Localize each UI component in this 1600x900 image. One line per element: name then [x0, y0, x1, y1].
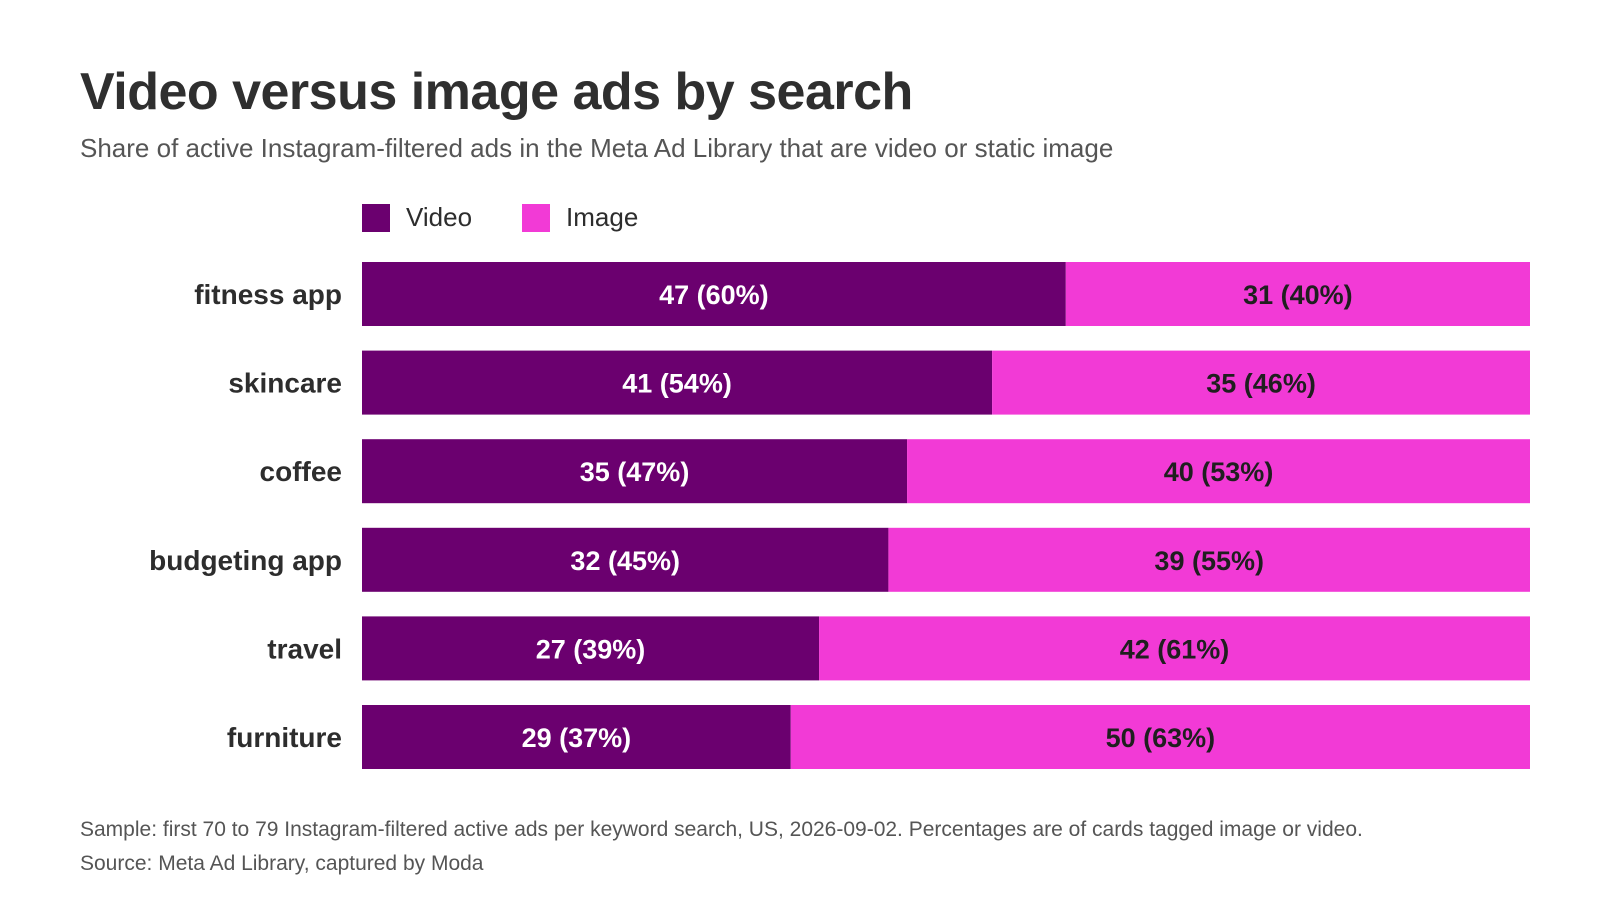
bar-video — [362, 527, 889, 592]
chart-legend: Video Image — [362, 202, 688, 233]
bar-image — [907, 439, 1530, 504]
footnote-sample: Sample: first 70 to 79 Instagram-filtere… — [80, 818, 1363, 841]
data-label-image: 40 (53%) — [1164, 457, 1274, 487]
chart-subtitle: Share of active Instagram-filtered ads i… — [80, 133, 1114, 163]
data-label-image: 39 (55%) — [1154, 546, 1264, 576]
data-label-video: 29 (37%) — [522, 723, 632, 753]
legend-item-video: Video — [362, 202, 472, 233]
bar-video — [362, 439, 908, 504]
category-label: fitness app — [194, 279, 342, 310]
data-label-video: 41 (54%) — [622, 369, 732, 399]
category-label: budgeting app — [149, 545, 342, 576]
bar-image — [992, 350, 1530, 415]
data-label-video: 35 (47%) — [580, 457, 690, 487]
category-label: skincare — [228, 368, 342, 399]
data-label-video: 47 (60%) — [659, 280, 769, 310]
chart-footnote: Sample: first 70 to 79 Instagram-filtere… — [80, 813, 1363, 881]
bar-image — [790, 705, 1530, 769]
legend-item-image: Image — [522, 202, 638, 233]
category-label: travel — [267, 633, 342, 664]
bar-video — [362, 705, 791, 769]
category-label: furniture — [227, 722, 342, 753]
legend-swatch-video — [362, 203, 390, 232]
bar-image — [819, 616, 1530, 681]
data-label-image: 35 (46%) — [1206, 369, 1316, 399]
bar-image — [1065, 262, 1530, 326]
data-label-image: 31 (40%) — [1243, 280, 1353, 310]
footnote-source: Source: Meta Ad Library, captured by Mod… — [80, 852, 484, 875]
category-label: coffee — [260, 456, 342, 487]
legend-label-video: Video — [406, 202, 473, 232]
bar-video — [362, 350, 993, 415]
data-label-video: 32 (45%) — [570, 546, 680, 576]
data-label-video: 27 (39%) — [536, 634, 646, 664]
data-label-image: 50 (63%) — [1106, 723, 1216, 753]
bar-image — [888, 527, 1530, 592]
data-label-image: 42 (61%) — [1120, 634, 1230, 664]
bar-group: fitness app 47 (60%) 31 (40%) skincare 41 (5… — [149, 262, 1530, 769]
bar-video — [362, 262, 1066, 326]
legend-label-image: Image — [566, 202, 639, 232]
chart-title: Video versus image ads by search — [80, 63, 913, 121]
bar-video — [362, 616, 820, 681]
legend-swatch-image — [522, 203, 551, 232]
